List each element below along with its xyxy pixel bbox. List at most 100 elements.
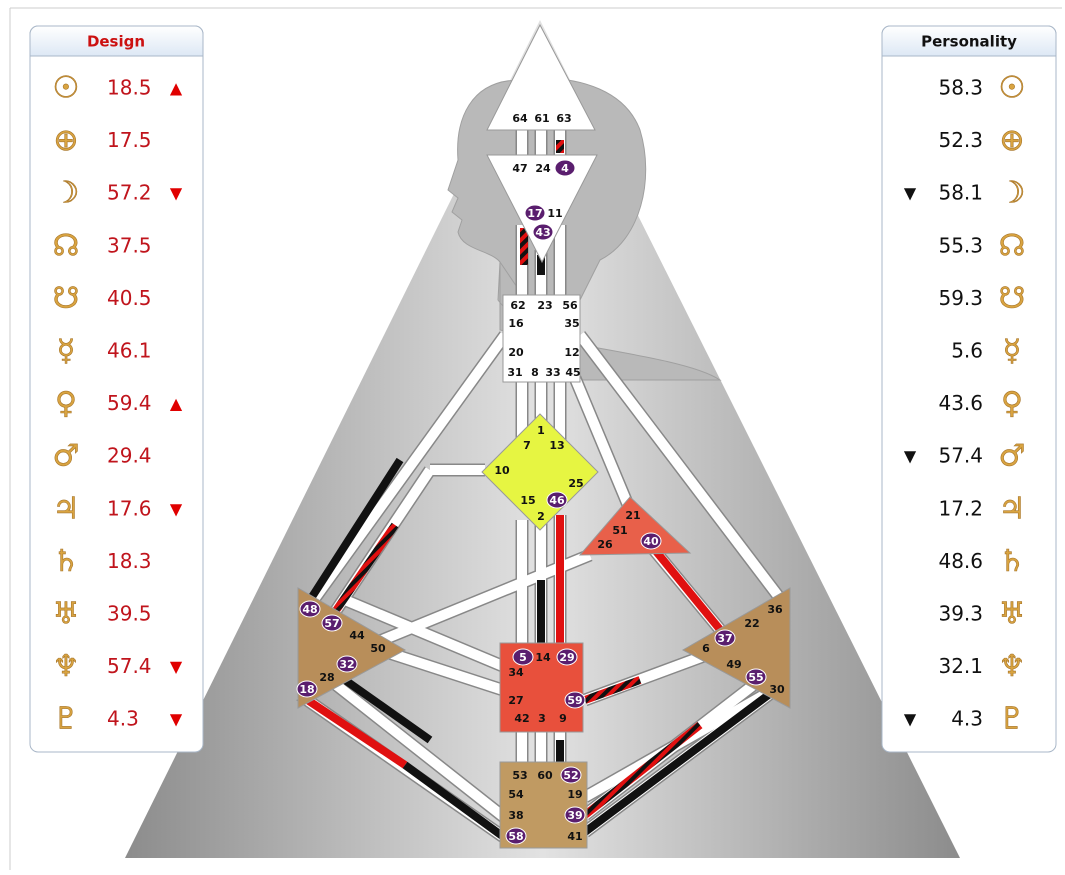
arrow: ▼ <box>904 184 917 203</box>
activation-value: 37.5 <box>107 233 152 257</box>
gate-number: 55 <box>748 671 763 684</box>
gate-number: 52 <box>563 769 578 782</box>
planet-symbol: ♃ <box>999 491 1026 526</box>
channel-activation <box>342 676 433 744</box>
gate-number: 62 <box>510 299 525 312</box>
gate-circle <box>564 691 586 709</box>
activation-value: 17.5 <box>107 128 152 152</box>
gate-number: 15 <box>520 494 535 507</box>
gate-circle <box>532 223 554 241</box>
gate-number: 4 <box>561 162 569 175</box>
arrow: ▼ <box>170 184 183 203</box>
center-shape <box>499 761 588 849</box>
activation-value: 39.3 <box>938 602 983 626</box>
gate-number: 22 <box>744 617 759 630</box>
activation-value: 18.5 <box>107 76 152 100</box>
gate-number: 34 <box>508 666 524 679</box>
gate-circle <box>640 532 662 550</box>
planet-symbol: ☊ <box>53 228 80 263</box>
channel-activation <box>582 686 778 836</box>
activation-value: 17.6 <box>107 496 152 520</box>
planet-symbol: ♂ <box>53 439 80 474</box>
activation-value: 39.5 <box>107 602 152 626</box>
activation-value: 4.3 <box>951 707 983 731</box>
gate-number: 46 <box>549 494 565 507</box>
gate-circle <box>299 600 321 618</box>
gate-circle <box>560 766 582 784</box>
gate-number: 29 <box>559 651 574 664</box>
arrow: ▼ <box>170 657 183 676</box>
gate-number: 53 <box>512 769 527 782</box>
arrow: ▲ <box>170 79 183 98</box>
gate-circle <box>505 827 527 845</box>
planet-symbol: ♄ <box>53 544 80 579</box>
planet-symbol: ♂ <box>999 439 1026 474</box>
activation-value: 58.3 <box>938 76 983 100</box>
activation-value: 17.2 <box>938 496 983 520</box>
gate-number: 41 <box>567 830 582 843</box>
center: 64 61 63 <box>486 23 596 131</box>
gate-number: 42 <box>514 712 529 725</box>
channel-activation <box>306 457 404 603</box>
arrow: ▼ <box>170 499 183 518</box>
gate-number: 6 <box>702 642 710 655</box>
planet-symbol: ☿ <box>57 334 75 369</box>
gate-number: 61 <box>534 112 549 125</box>
channel <box>378 645 505 695</box>
activation-value: 46.1 <box>107 339 152 363</box>
gate-number: 63 <box>556 112 571 125</box>
arrow: ▲ <box>170 394 183 413</box>
gate-number: 51 <box>612 524 627 537</box>
center: 17 13 10 25 15 46 2 <box>481 413 599 531</box>
gate-number: 26 <box>597 538 613 551</box>
gate-circle <box>296 680 318 698</box>
channel-activation <box>582 721 703 819</box>
panel-header <box>881 25 1057 57</box>
planet-symbol: ♅ <box>999 597 1026 632</box>
planet-symbol: ⊕ <box>53 123 78 158</box>
gate-number: 54 <box>508 788 524 801</box>
gate-number: 27 <box>508 694 523 707</box>
planet-symbol: ♅ <box>53 597 80 632</box>
panel-title: Personality <box>921 33 1017 51</box>
channel <box>343 595 507 672</box>
activation-value: 18.3 <box>107 549 152 573</box>
gate-circle <box>554 159 576 177</box>
activation-value: 48.6 <box>938 549 983 573</box>
activation-value: 32.1 <box>938 654 983 678</box>
planet-symbol: ☿ <box>1003 334 1021 369</box>
gate-number: 58 <box>508 830 523 843</box>
gate-number: 35 <box>564 317 579 330</box>
planet-symbol: ♄ <box>999 544 1026 579</box>
gate-number: 14 <box>535 651 551 664</box>
gate-circle <box>546 491 568 509</box>
center: 48 57 44 50 32 28 18 <box>296 587 407 709</box>
panel-header <box>29 25 204 57</box>
gate-number: 39 <box>567 809 582 822</box>
personality-panel: Personality 58.3 ☉ 52.3 ⊕ ▼ 58.1 ☽ 55.3 ☊ 59.3 ☋ 5.… <box>881 25 1057 753</box>
gate-number: 38 <box>508 809 523 822</box>
gate-number: 21 <box>625 509 640 522</box>
gate-number: 10 <box>494 464 510 477</box>
center: 5 14 29 34 27 59 42 3 9 <box>499 642 586 733</box>
activation-value: 43.6 <box>938 391 983 415</box>
gate-circle <box>321 614 343 632</box>
design-panel: Design ☉ 18.5 ▲ ⊕ 17.5 ☽ 57.2 ▼ ☊ 37.5 ☋ 40.5 ☿ 46.1 ♀… <box>29 25 204 753</box>
gate-circle <box>564 806 586 824</box>
planet-symbol: ♀ <box>55 386 77 421</box>
channel <box>576 331 789 609</box>
gate-number: 57 <box>324 617 339 630</box>
gate-number: 17 <box>527 207 542 220</box>
gate-number: 50 <box>370 642 386 655</box>
gate-number: 18 <box>299 683 314 696</box>
activation-value: 57.4 <box>938 444 983 468</box>
gate-number: 31 <box>507 366 522 379</box>
activation-value: 40.5 <box>107 286 152 310</box>
gate-number: 23 <box>537 299 552 312</box>
channel <box>570 376 633 507</box>
gate-number: 2 <box>537 510 545 523</box>
planet-symbol: ♆ <box>999 649 1026 684</box>
activation-value: 29.4 <box>107 444 152 468</box>
